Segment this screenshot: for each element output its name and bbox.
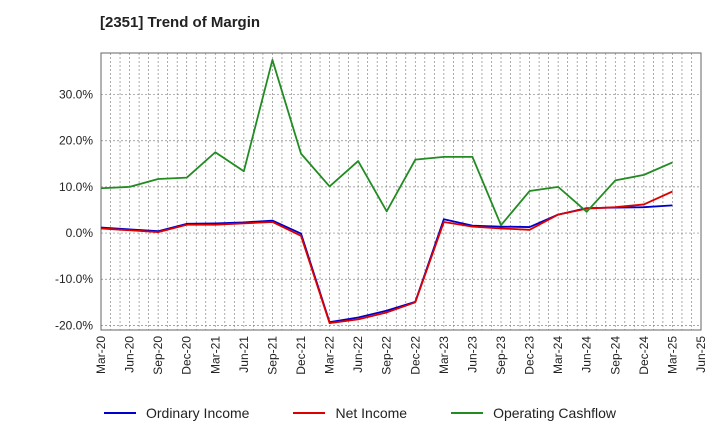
x-tick-label: Mar-24 — [551, 336, 565, 374]
chart-legend: Ordinary Income Net Income Operating Cashf… — [0, 405, 720, 421]
legend-label: Ordinary Income — [145, 405, 250, 421]
y-tick-label: 20.0% — [59, 134, 93, 148]
x-tick-label: Dec-23 — [523, 336, 537, 375]
legend-swatch — [103, 412, 136, 414]
series-line-net-income — [100, 190, 673, 324]
x-tick-label: Sep-23 — [494, 336, 508, 375]
x-tick-label: Sep-22 — [380, 336, 394, 375]
x-tick-label: Jun-22 — [351, 336, 365, 373]
x-tick-label: Mar-21 — [208, 336, 222, 374]
y-tick-label: -20.0% — [55, 318, 93, 332]
x-tick-label: Mar-25 — [665, 336, 679, 374]
x-tick-label: Jun-25 — [694, 336, 708, 373]
legend-label: Operating Cashflow — [493, 405, 617, 421]
x-tick-label: Mar-23 — [437, 336, 451, 374]
legend-label: Net Income — [335, 405, 408, 421]
plot-area-frame — [100, 52, 702, 331]
x-tick-label: Jun-21 — [237, 336, 251, 373]
axis-labels: -20.0% -10.0% 0.0% 10.0% 20.0% 30.0% Mar-20 Jun… — [55, 88, 708, 375]
x-tick-label: Sep-21 — [265, 336, 279, 375]
legend-swatch — [293, 412, 326, 414]
grid-lines — [101, 53, 701, 330]
series-line-operating-cashflow — [100, 59, 673, 227]
y-tick-label: 30.0% — [59, 88, 93, 102]
x-tick-label: Dec-24 — [637, 336, 651, 375]
y-tick-label: 10.0% — [59, 180, 93, 194]
x-tick-label: Dec-21 — [294, 336, 308, 375]
x-tick-label: Mar-20 — [94, 336, 108, 374]
legend-item: Operating Cashflow — [451, 405, 616, 421]
x-tick-label: Jun-24 — [580, 336, 594, 373]
chart-title: [2351] Trend of Margin — [100, 14, 261, 31]
legend-swatch — [451, 412, 484, 414]
series-lines — [100, 59, 673, 324]
x-tick-label: Jun-20 — [123, 336, 137, 373]
legend-item: Net Income — [293, 405, 407, 421]
x-tick-label: Sep-24 — [608, 336, 622, 375]
x-tick-label: Dec-20 — [180, 336, 194, 375]
x-tick-label: Dec-22 — [408, 336, 422, 375]
x-tick-label: Jun-23 — [465, 336, 479, 373]
legend-item: Ordinary Income — [103, 405, 250, 421]
y-tick-label: -10.0% — [55, 272, 93, 286]
x-tick-label: Sep-20 — [151, 336, 165, 375]
x-tick-label: Mar-22 — [323, 336, 337, 374]
y-tick-label: 0.0% — [66, 226, 94, 240]
